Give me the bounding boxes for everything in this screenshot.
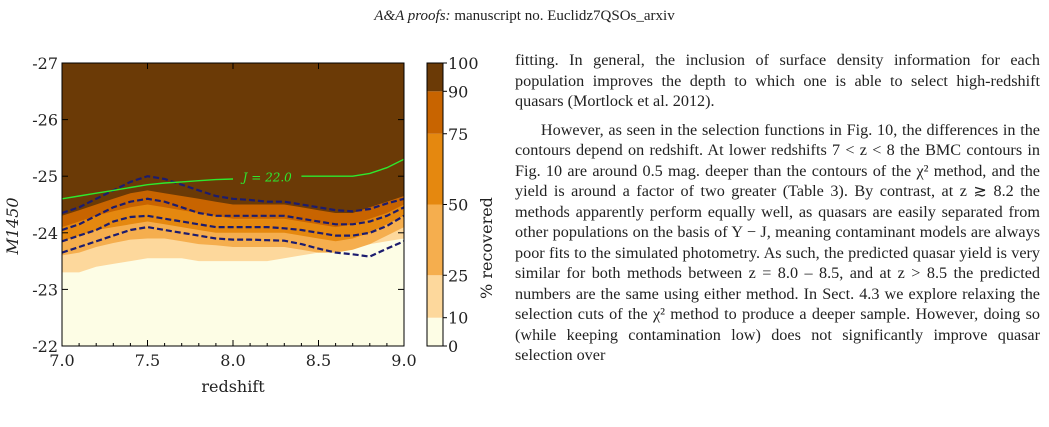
- x-tick-label: 7.0: [49, 351, 74, 370]
- colorbar-band-90: [427, 63, 443, 92]
- colorbar-band-25: [427, 204, 443, 276]
- colorbar-tick-label: 0: [448, 337, 458, 356]
- x-tick-label: 8.0: [220, 351, 245, 370]
- page-header: A&A proofs: manuscript no. Euclidz7QSOs_…: [0, 8, 1049, 25]
- paragraph-1: fitting. In general, the inclusion of su…: [515, 51, 1040, 110]
- colorbar-band-50: [427, 133, 443, 205]
- x-tick-label: 9.0: [391, 351, 416, 370]
- x-tick-label: 8.5: [306, 351, 331, 370]
- selection-function-figure: J = 22.0 7.0 7.5 8.0 8.5 9.0 -27 -26 -25 -24 -23…: [3, 54, 496, 396]
- colorbar-label: % recovered: [477, 197, 496, 299]
- fill-region-above-90: [62, 63, 404, 216]
- colorbar-frame: [426, 62, 444, 347]
- x-axis-ticks: 7.0 7.5 8.0 8.5 9.0: [49, 63, 417, 370]
- paragraph-2: However, as seen in the selection functi…: [515, 120, 1040, 365]
- dashed-contour-3: [62, 214, 404, 243]
- colorbar-band-10: [427, 275, 443, 318]
- manuscript-label: manuscript no. Euclidz7QSOs_arxiv: [454, 8, 675, 24]
- filled-contours: [62, 63, 404, 346]
- colorbar-tick-label: 90: [448, 82, 468, 101]
- j-magnitude-line: J = 22.0: [62, 158, 404, 200]
- y-axis-ticks: -27 -26 -25 -24 -23 -22: [32, 54, 404, 356]
- colorbar-tick-label: 10: [448, 309, 468, 328]
- y-tick-label: -24: [32, 224, 58, 243]
- y-tick-label: -27: [32, 54, 58, 73]
- dashed-contours: [62, 175, 404, 258]
- colorbar-tick-label: 25: [448, 266, 468, 285]
- colorbar-tick-label: 100: [448, 54, 479, 73]
- colorbar-band-75: [427, 91, 443, 134]
- y-tick-label: -25: [32, 167, 58, 186]
- journal-name: A&A proofs:: [374, 8, 451, 24]
- dashed-contour-4: [62, 225, 404, 258]
- dashed-contour-1: [62, 175, 404, 215]
- j-line-label: J = 22.0: [240, 170, 293, 184]
- y-tick-label: -22: [32, 337, 58, 356]
- j-line-right: [301, 158, 404, 177]
- y-tick-label: -23: [32, 280, 58, 299]
- y-tick-label: -26: [32, 111, 58, 130]
- colorbar-band-0: [427, 317, 443, 346]
- colorbar-tick-label: 50: [448, 196, 468, 215]
- x-axis-label: redshift: [201, 377, 265, 396]
- colorbar-tick-label: 75: [448, 125, 468, 144]
- j-line-left: [62, 178, 234, 200]
- y-axis-label: M1450: [3, 197, 22, 255]
- x-tick-label: 7.5: [135, 351, 160, 370]
- body-text-column: fitting. In general, the inclusion of su…: [515, 50, 1040, 366]
